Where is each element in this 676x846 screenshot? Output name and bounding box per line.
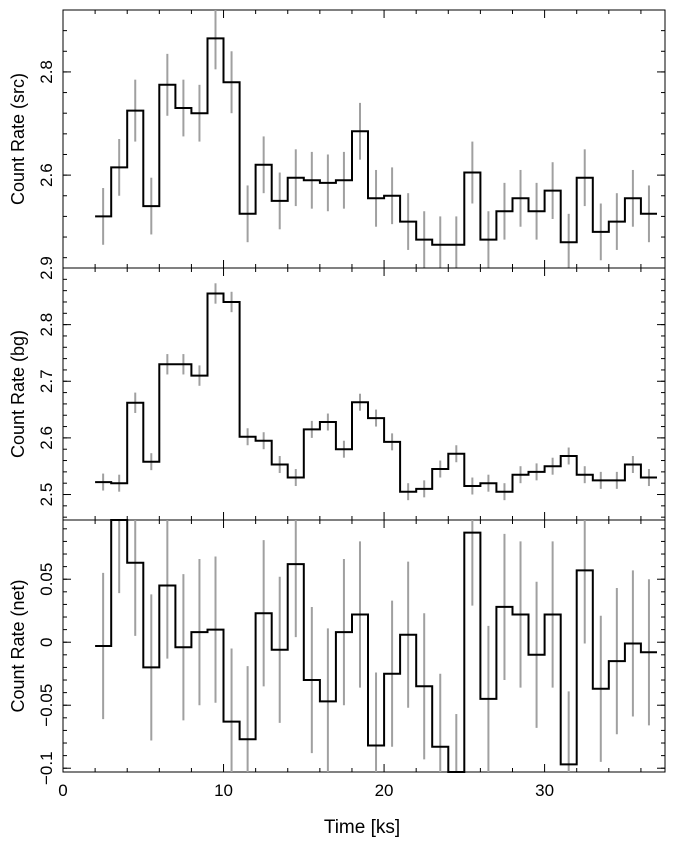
panel-frame xyxy=(62,267,666,521)
y-tick-label: −0.1 xyxy=(37,751,56,785)
y-axis-label: Count Rate (bg) xyxy=(8,330,28,458)
x-tick-label: 20 xyxy=(375,781,394,800)
y-tick-label: 2.6 xyxy=(37,426,56,450)
panel-src: 2.6 2.8 Count Rate (src) xyxy=(8,9,666,269)
series-step-line xyxy=(95,519,657,773)
x-tick-label: 30 xyxy=(535,781,554,800)
y-tick-label: 2.5 xyxy=(37,483,56,507)
y-tick-label: 0 xyxy=(37,637,56,646)
y-tick-label: 0.05 xyxy=(37,563,56,596)
x-axis-label: Time [ks] xyxy=(324,817,400,838)
y-axis-label: Count Rate (src) xyxy=(8,73,28,205)
y-axis-label: Count Rate (net) xyxy=(8,579,28,712)
panel-frame xyxy=(62,9,666,269)
y-tick-label: 2.9 xyxy=(37,256,56,280)
x-tick-label: 0 xyxy=(58,781,67,800)
y-tick-label: 2.8 xyxy=(37,60,56,84)
panel-bg: 2.5 2.6 2.7 2.8 2.9 Count Rate (bg) xyxy=(8,256,666,521)
series-step-line xyxy=(95,37,657,246)
series-step-line xyxy=(95,292,657,493)
y-tick-label: 2.8 xyxy=(37,313,56,337)
panel-net: −0.1 −0.05 0 0.05 Count Rate (net) 0 10 20 30 xyxy=(8,519,666,800)
y-tick-label: 2.7 xyxy=(37,369,56,393)
panel-frame xyxy=(62,519,666,773)
x-tick-label: 10 xyxy=(214,781,233,800)
y-tick-label: −0.05 xyxy=(37,684,56,727)
y-tick-label: 2.6 xyxy=(37,163,56,187)
